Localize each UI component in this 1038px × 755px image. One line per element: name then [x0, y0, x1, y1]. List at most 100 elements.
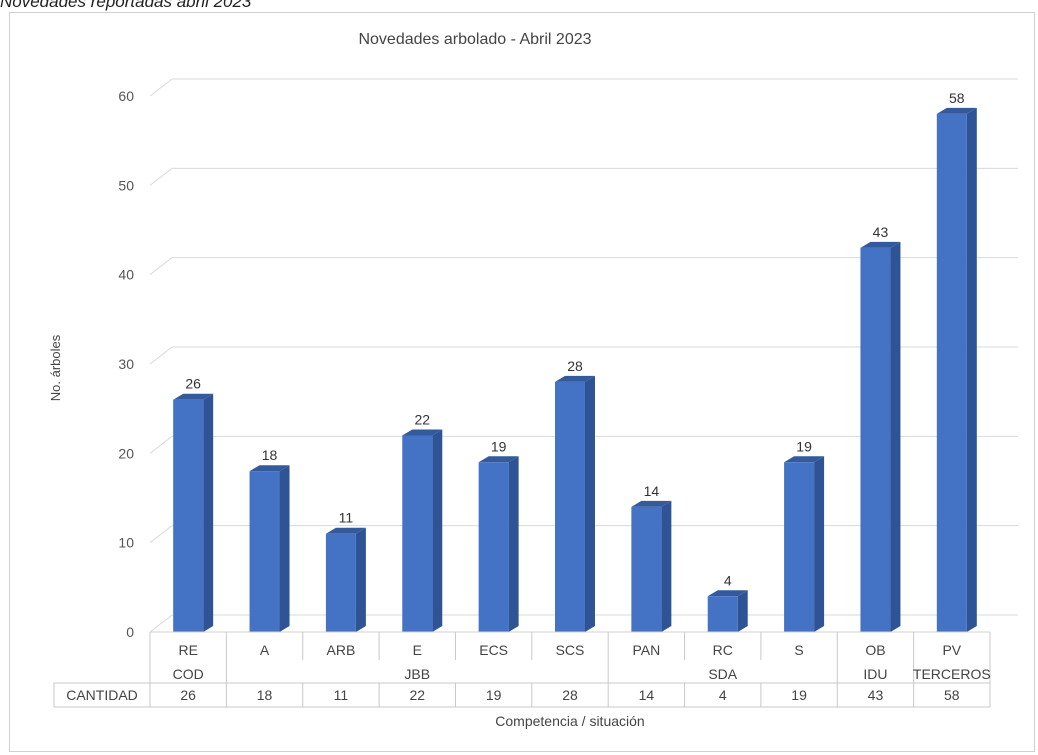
gridline-depth — [149, 167, 173, 186]
group-label: SDA — [708, 666, 737, 682]
bars — [173, 107, 977, 632]
gridline-depth — [149, 614, 173, 633]
bar-top — [325, 527, 366, 534]
y-tick-label: 60 — [118, 88, 134, 104]
table-cell: 11 — [334, 687, 349, 703]
bar-front — [325, 533, 356, 632]
bar — [478, 456, 519, 632]
table-cell: 19 — [791, 687, 807, 703]
bar — [860, 241, 901, 632]
category-label: RC — [713, 642, 733, 658]
bar-front — [707, 596, 738, 632]
gridline-depth — [149, 525, 173, 544]
bar-front — [478, 462, 509, 632]
category-label: A — [260, 642, 270, 658]
category-label: S — [794, 642, 803, 658]
chart-frame — [9, 12, 1035, 752]
bar-top — [707, 590, 748, 597]
data-label: 19 — [491, 438, 507, 454]
bar — [631, 500, 672, 632]
bar-side — [814, 456, 825, 632]
category-label: ECS — [479, 642, 508, 658]
y-tick-label: 0 — [126, 624, 134, 640]
chart-caption: Novedades reportadas abril 2023 — [0, 0, 252, 11]
data-labels: 26 18 11 22 19 28 14 4 19 43 58 — [185, 90, 964, 588]
y-tick-label: 20 — [118, 445, 134, 461]
bar-front — [936, 113, 967, 632]
bar — [555, 375, 595, 632]
group-label: IDU — [863, 666, 887, 682]
bar-top — [936, 107, 977, 114]
table-cell: 26 — [180, 687, 196, 703]
table-cell: 22 — [409, 687, 425, 703]
y-tick-label: 30 — [118, 356, 134, 372]
category-label: RE — [178, 642, 197, 658]
y-axis-ticks: 0 10 20 30 40 50 60 — [118, 88, 134, 640]
category-label: E — [413, 642, 422, 658]
table-row-label: CANTIDAD — [66, 687, 138, 703]
table-cell: 18 — [257, 687, 273, 703]
bar-top — [555, 375, 595, 382]
table-cell: 43 — [868, 687, 884, 703]
data-label: 26 — [185, 376, 201, 392]
data-label: 28 — [567, 358, 583, 374]
category-label: ARB — [327, 642, 356, 658]
bar-side — [355, 527, 366, 632]
bar-front — [784, 462, 815, 632]
bar — [784, 456, 825, 632]
bar-side — [585, 375, 595, 632]
bar-side — [508, 456, 519, 632]
y-tick-label: 40 — [118, 267, 134, 283]
bar-side — [890, 241, 901, 632]
group-label: TERCEROS — [913, 666, 991, 682]
bar-front — [860, 247, 891, 632]
bar — [173, 393, 214, 632]
bar-side — [966, 107, 977, 632]
x-axis-label: Competencia / situación — [495, 713, 644, 729]
gridline-depth — [149, 257, 173, 276]
bar — [325, 527, 366, 632]
bar-top — [860, 241, 901, 248]
bar-top — [249, 465, 290, 472]
bar — [402, 429, 443, 632]
data-label: 43 — [873, 224, 889, 240]
table-cell: 58 — [944, 687, 960, 703]
y-tick-label: 50 — [118, 177, 134, 193]
group-label: COD — [173, 666, 204, 682]
bar-side — [737, 590, 748, 632]
bar-side — [279, 465, 290, 632]
bar-top — [784, 456, 825, 463]
data-label: 22 — [414, 411, 430, 427]
data-label: 58 — [949, 90, 965, 106]
data-label: 11 — [339, 510, 354, 526]
bar-top — [402, 429, 443, 436]
data-table: CANTIDAD 26 18 11 22 19 28 14 4 19 43 58 — [53, 682, 991, 708]
data-label: 4 — [724, 572, 732, 588]
table-cell: 28 — [562, 687, 578, 703]
bar-top — [173, 393, 214, 400]
bar-front — [249, 471, 280, 632]
gridline-depth — [149, 346, 173, 365]
bar — [249, 465, 290, 632]
chart-title: Novedades arbolado - Abril 2023 — [358, 31, 591, 48]
gridline-depth — [149, 78, 173, 97]
bar-side — [203, 393, 214, 632]
category-label: PV — [942, 642, 961, 658]
table-border — [53, 682, 991, 708]
y-tick-label: 10 — [118, 535, 134, 551]
category-label: PAN — [632, 642, 660, 658]
bar-side — [432, 429, 443, 632]
table-cell: 4 — [719, 687, 727, 703]
data-label: 14 — [644, 483, 660, 499]
table-cell: 19 — [486, 687, 502, 703]
bar-front — [631, 506, 662, 632]
category-label: OB — [865, 642, 885, 658]
bar-front — [173, 399, 204, 632]
group-label: JBB — [404, 666, 430, 682]
bar-front — [402, 435, 433, 632]
data-label: 19 — [796, 438, 812, 454]
y-axis-label: No. árboles — [48, 334, 63, 401]
bar-top — [478, 456, 519, 463]
category-label: SCS — [556, 642, 585, 658]
